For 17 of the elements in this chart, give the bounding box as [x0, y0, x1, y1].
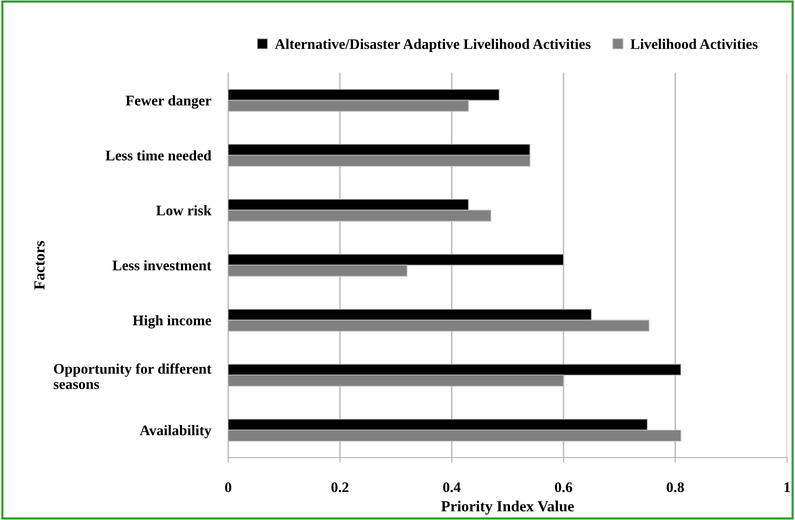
- y-tick-label: Low risk: [156, 205, 212, 216]
- y-tick-label: Availability: [140, 425, 212, 438]
- y-tick-label: Opportunity for different seasons: [54, 363, 212, 390]
- x-tick-label: 0.6: [554, 482, 572, 492]
- legend-label: Livelihood Activities: [630, 38, 758, 50]
- legend-label: Alternative/Disaster Adaptive Livelihood Activities: [274, 38, 591, 52]
- y-tick-label: Fewer danger: [126, 95, 212, 109]
- x-tick-label: 1: [784, 482, 790, 492]
- x-tick-label: 0: [225, 482, 232, 492]
- y-axis-title: Factors: [34, 240, 45, 290]
- y-tick-label: High income: [132, 315, 212, 328]
- x-tick-label: 0.4: [443, 482, 461, 492]
- x-tick-label: 0.8: [666, 482, 684, 492]
- y-tick-label: Less investment: [112, 260, 212, 270]
- y-tick-label: Less time needed: [106, 150, 212, 160]
- x-axis-title: Priority Index Value: [441, 500, 574, 515]
- x-tick-label: 0.2: [331, 482, 348, 492]
